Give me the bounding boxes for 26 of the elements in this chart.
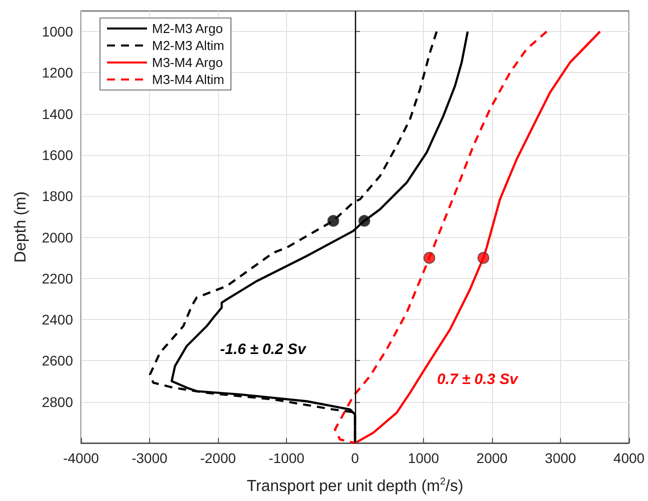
y-tick-label: 2400	[42, 312, 74, 328]
legend-label: M2-M3 Altim	[152, 38, 224, 53]
legend-label: M3-M4 Argo	[152, 55, 223, 70]
y-tick-label: 1600	[42, 147, 74, 163]
x-tick-label: -3000	[132, 450, 168, 466]
x-tick-label: -1000	[268, 450, 305, 466]
y-tick-label: 1400	[42, 106, 74, 122]
y-tick-label: 1800	[42, 188, 74, 204]
y-tick-label: 1000	[42, 24, 74, 40]
y-tick-label: 2000	[42, 229, 74, 246]
legend-label: M3-M4 Altim	[152, 72, 224, 87]
y-tick-label: 2200	[42, 270, 74, 286]
x-tick-label: -2000	[200, 450, 236, 466]
x-tick-label: 1000	[408, 450, 440, 466]
annotation: -1.6 ± 0.2 Sv	[220, 341, 308, 358]
x-tick-label: 4000	[613, 450, 645, 466]
x-tick-label: -4000	[63, 450, 100, 466]
x-tick-label: 2000	[476, 450, 508, 466]
y-tick-label: 2600	[42, 352, 74, 369]
y-axis-title: Depth (m)	[12, 191, 30, 263]
legend-label: M2-M3 Argo	[152, 21, 223, 36]
x-tick-label: 3000	[544, 450, 576, 466]
x-tick-label: 0	[351, 450, 360, 466]
y-tick-label: 1200	[42, 64, 74, 81]
y-tick-label: 2800	[42, 394, 74, 410]
annotation: 0.7 ± 0.3 Sv	[437, 371, 520, 388]
